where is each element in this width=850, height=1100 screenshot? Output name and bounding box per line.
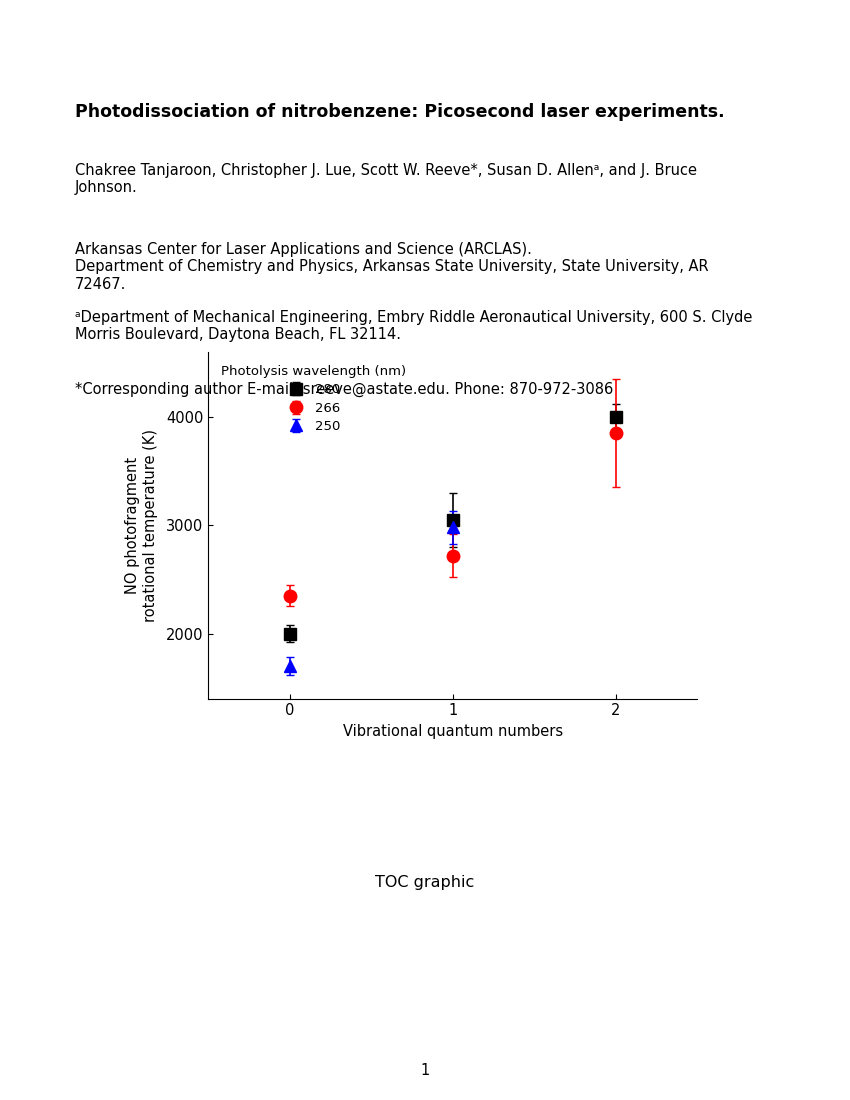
Text: Photodissociation of nitrobenzene: Picosecond laser experiments.: Photodissociation of nitrobenzene: Picos…: [75, 103, 724, 121]
Text: 1: 1: [421, 1063, 429, 1078]
Y-axis label: NO photofragment
rotational temperature (K): NO photofragment rotational temperature …: [125, 429, 157, 621]
Text: ᵃDepartment of Mechanical Engineering, Embry Riddle Aeronautical University, 600: ᵃDepartment of Mechanical Engineering, E…: [75, 310, 752, 342]
Text: *Corresponding author E-mail: sreeve@astate.edu. Phone: 870-972-3086: *Corresponding author E-mail: sreeve@ast…: [75, 382, 613, 397]
Text: Arkansas Center for Laser Applications and Science (ARCLAS).
Department of Chemi: Arkansas Center for Laser Applications a…: [75, 242, 709, 292]
Text: Chakree Tanjaroon, Christopher J. Lue, Scott W. Reeve*, Susan D. Allenᵃ, and J. : Chakree Tanjaroon, Christopher J. Lue, S…: [75, 163, 697, 196]
Legend: 280, 266, 250: 280, 266, 250: [215, 359, 413, 440]
X-axis label: Vibrational quantum numbers: Vibrational quantum numbers: [343, 724, 563, 739]
Text: TOC graphic: TOC graphic: [376, 874, 474, 890]
